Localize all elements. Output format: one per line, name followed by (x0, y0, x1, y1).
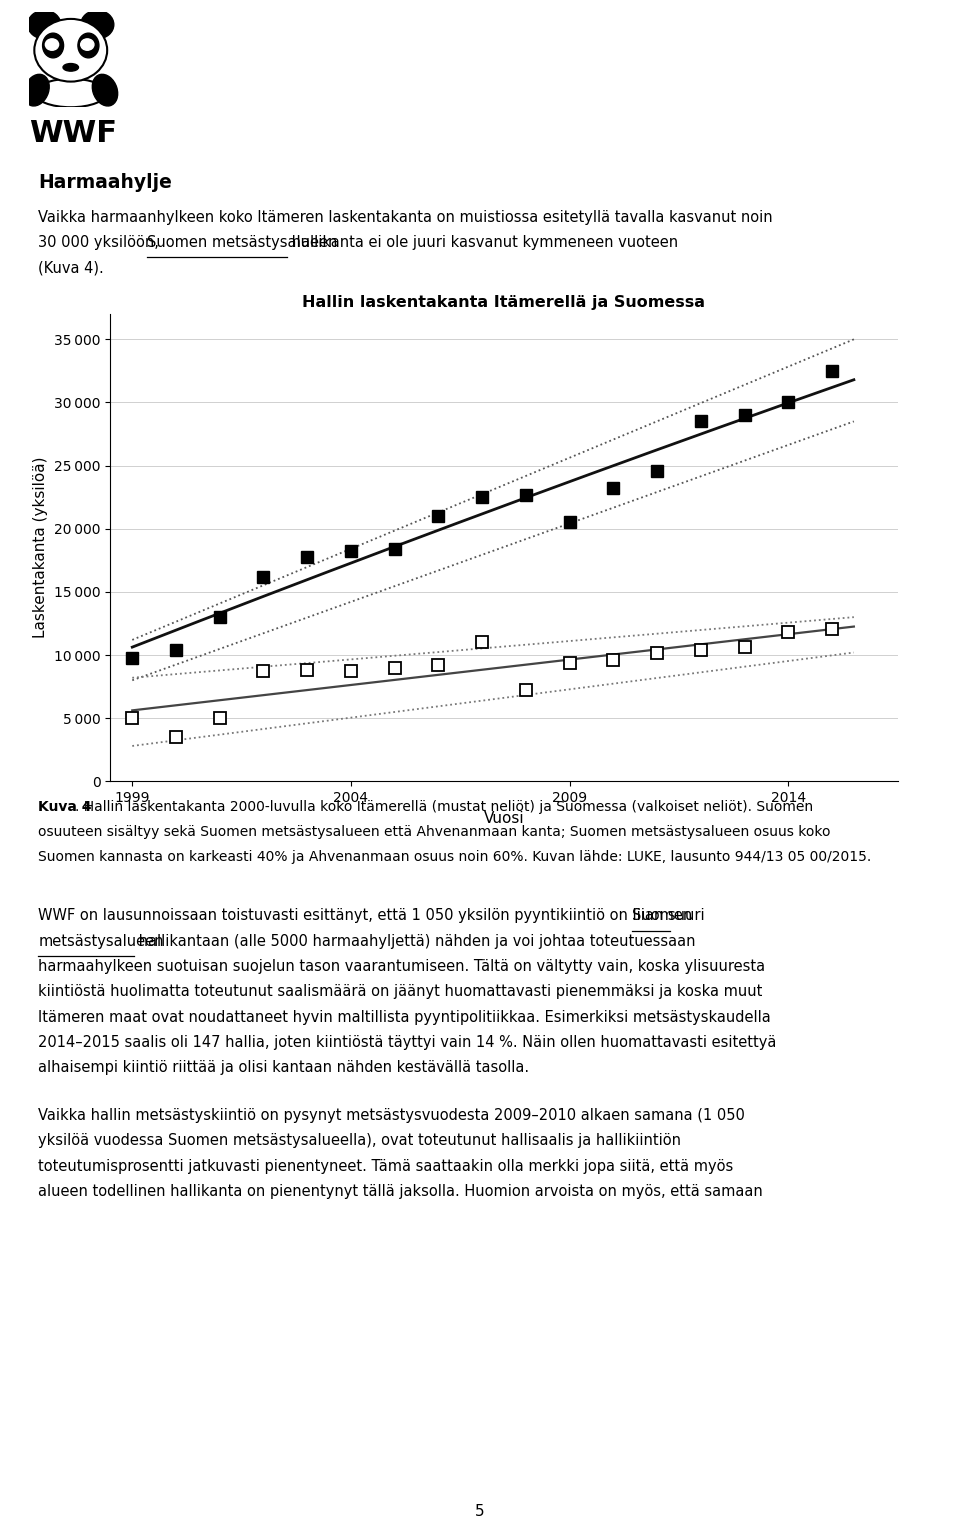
Text: yksilöä vuodessa Suomen metsästysalueella), ovat toteutunut hallisaalis ja halli: yksilöä vuodessa Suomen metsästysalueell… (38, 1134, 682, 1149)
Text: osuuteen sisältyy sekä Suomen metsästysalueen että Ahvenanmaan kanta; Suomen met: osuuteen sisältyy sekä Suomen metsästysa… (38, 824, 831, 840)
Text: Suomen metsästysalueen: Suomen metsästysalueen (147, 234, 337, 250)
Circle shape (28, 11, 60, 38)
Ellipse shape (42, 34, 63, 58)
X-axis label: Vuosi: Vuosi (484, 810, 524, 826)
Ellipse shape (24, 75, 49, 106)
Text: Harmaahylje: Harmaahylje (38, 173, 172, 192)
Text: . Hallin laskentakanta 2000-luvulla koko Itämerellä (mustat neliöt) ja Suomessa : . Hallin laskentakanta 2000-luvulla koko… (75, 800, 813, 813)
Ellipse shape (92, 75, 118, 106)
Text: metsästysalueen: metsästysalueen (38, 933, 164, 948)
Text: harmaahylkeen suotuisan suojelun tason vaarantumiseen. Tältä on vältytty vain, k: harmaahylkeen suotuisan suojelun tason v… (38, 959, 765, 974)
Text: Vaikka harmaanhylkeen koko Itämeren laskentakanta on muistiossa esitetyllä taval: Vaikka harmaanhylkeen koko Itämeren lask… (38, 210, 773, 225)
Text: WWF on lausunnoissaan toistuvasti esittänyt, että 1 050 yksilön pyyntikiintiö on: WWF on lausunnoissaan toistuvasti esittä… (38, 908, 709, 924)
Ellipse shape (78, 34, 99, 58)
Text: WWF: WWF (29, 119, 117, 149)
Text: Itämeren maat ovat noudattaneet hyvin maltillista pyyntipolitiikkaa. Esimerkiksi: Itämeren maat ovat noudattaneet hyvin ma… (38, 1010, 771, 1025)
Text: alhaisempi kiintiö riittää ja olisi kantaan nähden kestävällä tasolla.: alhaisempi kiintiö riittää ja olisi kant… (38, 1060, 530, 1075)
Text: 5: 5 (475, 1504, 485, 1520)
Text: alueen todellinen hallikanta on pienentynyt tällä jaksolla. Huomion arvoista on : alueen todellinen hallikanta on pienenty… (38, 1184, 763, 1200)
Circle shape (81, 11, 114, 38)
Text: (Kuva 4).: (Kuva 4). (38, 260, 104, 276)
Text: Kuva 4: Kuva 4 (38, 800, 92, 813)
Title: Hallin laskentakanta Itämerellä ja Suomessa: Hallin laskentakanta Itämerellä ja Suome… (302, 296, 706, 309)
Text: 2014–2015 saalis oli 147 hallia, joten kiintiöstä täyttyi vain 14 %. Näin ollen : 2014–2015 saalis oli 147 hallia, joten k… (38, 1034, 777, 1049)
Ellipse shape (63, 63, 79, 70)
Text: toteutumisprosentti jatkuvasti pienentyneet. Tämä saattaakin olla merkki jopa si: toteutumisprosentti jatkuvasti pienentyn… (38, 1158, 733, 1174)
Text: Suomen kannasta on karkeasti 40% ja Ahvenanmaan osuus noin 60%. Kuvan lähde: LUK: Suomen kannasta on karkeasti 40% ja Ahve… (38, 850, 872, 864)
Text: 30 000 yksilöön,: 30 000 yksilöön, (38, 234, 164, 250)
Circle shape (45, 38, 59, 51)
Text: hallikanta ei ole juuri kasvanut kymmeneen vuoteen: hallikanta ei ole juuri kasvanut kymmene… (287, 234, 679, 250)
Text: Suomen: Suomen (632, 908, 692, 924)
Text: hallikantaan (alle 5000 harmaahyljettä) nähden ja voi johtaa toteutuessaan: hallikantaan (alle 5000 harmaahyljettä) … (134, 933, 696, 948)
Text: kiintiöstä huolimatta toteutunut saalismäärä on jäänyt huomattavasti pienemmäksi: kiintiöstä huolimatta toteutunut saalism… (38, 984, 763, 999)
Circle shape (81, 38, 94, 51)
Y-axis label: Laskentakanta (yksilöä): Laskentakanta (yksilöä) (34, 457, 49, 639)
Text: Vaikka hallin metsästyskiintiö on pysynyt metsästysvuodesta 2009–2010 alkaen sam: Vaikka hallin metsästyskiintiö on pysyny… (38, 1108, 745, 1123)
Circle shape (35, 18, 108, 81)
Ellipse shape (35, 78, 107, 107)
